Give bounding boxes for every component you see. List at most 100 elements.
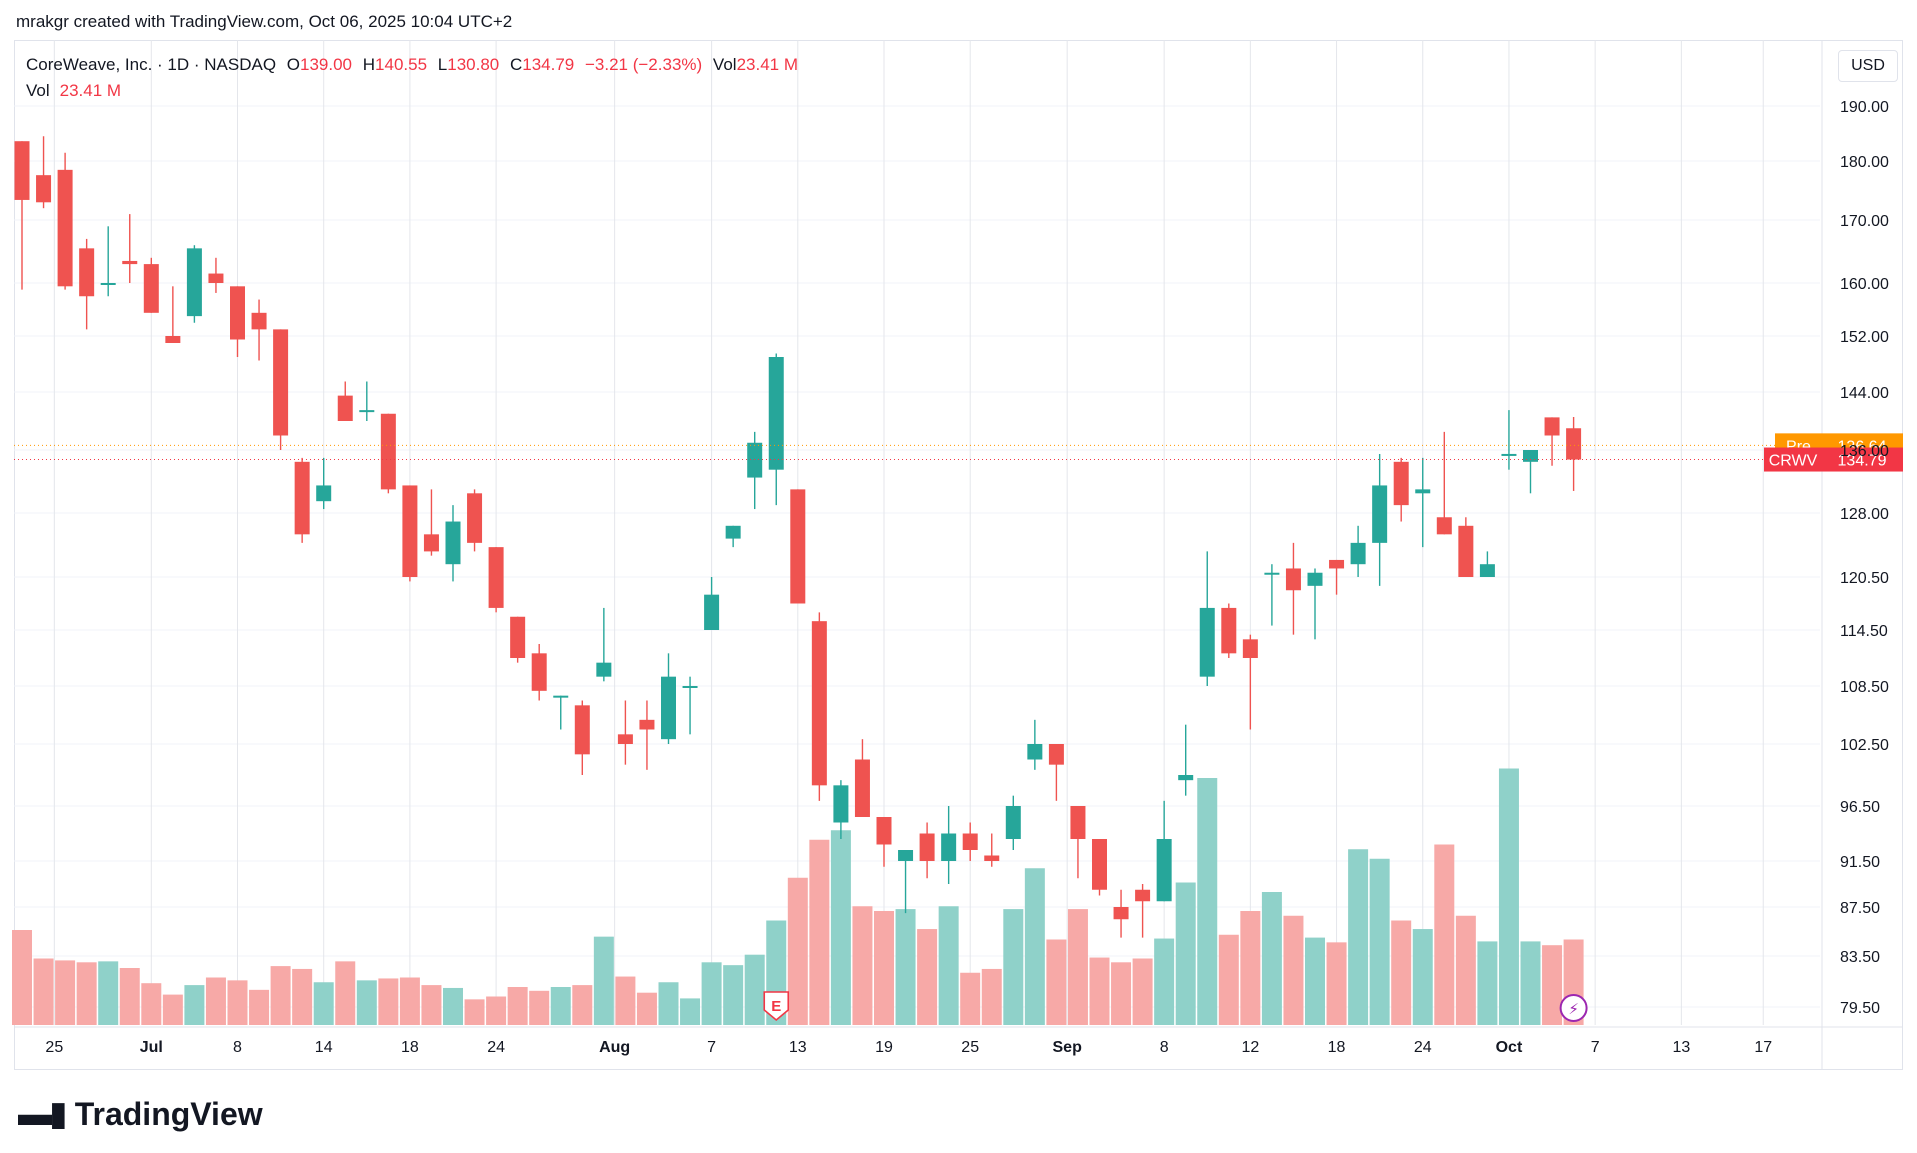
- candle[interactable]: [1113, 889, 1129, 938]
- y-tick-label: 96.50: [1840, 799, 1880, 816]
- candle[interactable]: [423, 489, 439, 556]
- candle[interactable]: [380, 413, 396, 494]
- candle[interactable]: [833, 780, 849, 839]
- candle-body: [639, 719, 655, 730]
- price-lines: [14, 444, 1822, 461]
- candle[interactable]: [1479, 551, 1495, 577]
- volume-bar: [12, 930, 32, 1025]
- candle[interactable]: [14, 141, 30, 290]
- candle[interactable]: [1070, 806, 1086, 879]
- candle[interactable]: [1027, 719, 1043, 770]
- candle-body: [1458, 525, 1474, 577]
- candle[interactable]: [143, 257, 159, 313]
- candle[interactable]: [1092, 839, 1107, 896]
- candle[interactable]: [230, 286, 245, 357]
- candle[interactable]: [1566, 417, 1582, 491]
- candle-body: [941, 833, 957, 861]
- candle[interactable]: [811, 612, 827, 801]
- candle[interactable]: [1393, 457, 1409, 522]
- candle[interactable]: [1048, 744, 1064, 801]
- candle[interactable]: [100, 226, 116, 297]
- candle[interactable]: [553, 695, 569, 730]
- candle[interactable]: [1285, 542, 1301, 635]
- candle[interactable]: [617, 700, 633, 765]
- candle-body: [208, 273, 224, 283]
- candle-body: [186, 248, 202, 317]
- lightning-icon[interactable]: ⚡: [1559, 994, 1588, 1022]
- candle[interactable]: [941, 806, 957, 884]
- earnings-marker[interactable]: E: [763, 991, 790, 1022]
- candle-body: [682, 686, 698, 688]
- candle[interactable]: [488, 547, 504, 613]
- candle[interactable]: [747, 431, 763, 510]
- low-value: L130.80: [437, 55, 500, 74]
- candle[interactable]: [186, 245, 202, 323]
- candle[interactable]: [725, 525, 741, 548]
- candle[interactable]: [57, 152, 73, 290]
- candle[interactable]: [1178, 724, 1194, 796]
- volume-bar: [486, 996, 507, 1025]
- candle[interactable]: [337, 381, 353, 422]
- candle[interactable]: [1350, 525, 1366, 577]
- volume-bar: [270, 966, 291, 1025]
- volume-bar: [917, 929, 938, 1025]
- volume-bar: [205, 977, 226, 1025]
- candle[interactable]: [1501, 410, 1517, 470]
- candle[interactable]: [898, 850, 914, 914]
- candle[interactable]: [251, 299, 267, 361]
- candle[interactable]: [574, 700, 590, 776]
- candle[interactable]: [294, 457, 310, 543]
- candle[interactable]: [1544, 417, 1560, 466]
- candle[interactable]: [359, 381, 375, 422]
- currency-button[interactable]: USD: [1838, 50, 1898, 82]
- candle[interactable]: [1199, 551, 1215, 686]
- candle[interactable]: [1264, 564, 1280, 626]
- candle[interactable]: [1005, 795, 1021, 850]
- candle-body: [704, 594, 720, 630]
- candle[interactable]: [639, 700, 655, 770]
- x-tick-label: 18: [401, 1039, 419, 1056]
- candle[interactable]: [122, 214, 138, 283]
- candle[interactable]: [79, 238, 95, 330]
- event-markers[interactable]: E ⚡: [763, 991, 1588, 1022]
- candle[interactable]: [1415, 457, 1431, 548]
- candle[interactable]: [1329, 559, 1345, 595]
- candle[interactable]: [704, 577, 720, 630]
- candle[interactable]: [1135, 884, 1151, 938]
- candle[interactable]: [1523, 450, 1538, 494]
- candle[interactable]: [316, 457, 332, 510]
- candle[interactable]: [467, 489, 483, 552]
- candle[interactable]: [531, 644, 547, 701]
- x-tick-label: 7: [707, 1039, 716, 1056]
- candle[interactable]: [445, 505, 461, 582]
- candle[interactable]: [165, 286, 181, 343]
- candle[interactable]: [919, 822, 935, 879]
- candle[interactable]: [1242, 634, 1258, 730]
- candle[interactable]: [1156, 800, 1172, 902]
- candle[interactable]: [1307, 568, 1323, 640]
- candle[interactable]: [790, 489, 806, 604]
- candle[interactable]: [768, 353, 784, 506]
- candle[interactable]: [1436, 431, 1452, 535]
- candle-body: [1156, 839, 1172, 902]
- candle[interactable]: [36, 136, 52, 209]
- candle[interactable]: [854, 739, 870, 817]
- time-axis[interactable]: 25 Jul 8 14 18 24 Aug 7 13 19 25 Sep 8 12 18 24 Oct 7 13 17: [45, 1039, 1772, 1056]
- candle[interactable]: [1221, 603, 1237, 659]
- candle[interactable]: [596, 607, 612, 682]
- candle[interactable]: [402, 485, 418, 582]
- candle[interactable]: [661, 653, 676, 744]
- volume-bar: [1240, 911, 1261, 1025]
- candle[interactable]: [984, 833, 1000, 867]
- candle[interactable]: [208, 257, 224, 293]
- candle[interactable]: [510, 616, 526, 663]
- chart-frame: [14, 40, 1903, 1070]
- candle[interactable]: [1372, 453, 1388, 586]
- candle[interactable]: [962, 822, 978, 862]
- candle[interactable]: [1458, 517, 1474, 577]
- candle[interactable]: [876, 817, 892, 867]
- candle[interactable]: [682, 676, 698, 735]
- candle[interactable]: [273, 329, 289, 450]
